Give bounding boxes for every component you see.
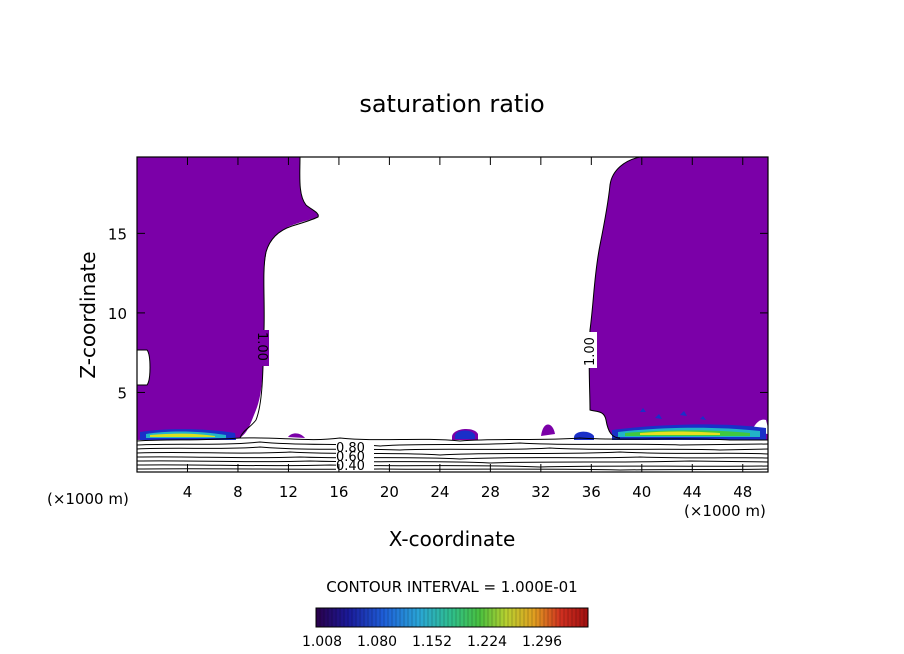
y-axis-label: Z-coordinate — [76, 251, 100, 378]
left-supersaturation-region — [137, 157, 319, 440]
contour-label: 0.80 — [336, 441, 365, 456]
contour-label: 1.00 — [254, 332, 269, 361]
colorbar-stripes — [319, 608, 585, 627]
x-tick-label: 28 — [481, 483, 500, 501]
x-tick-label: 40 — [632, 483, 651, 501]
colorbar-label: 1.296 — [522, 634, 562, 650]
y-tick-label: 5 — [117, 384, 127, 402]
x-tick-label: 48 — [733, 483, 752, 501]
contour-lines — [136, 156, 769, 471]
x-tick-label: 44 — [683, 483, 702, 501]
y-tick-label: 10 — [108, 305, 127, 323]
x-axis-label: X-coordinate — [389, 527, 516, 551]
colorbar-label: 1.008 — [302, 634, 342, 650]
y-tick-label: 15 — [108, 225, 127, 243]
plot-frame — [136, 156, 769, 473]
plot-area: 1.00 1.00 0.80 0.60 0.40 4 8 12 16 20 24 28 32 3… — [108, 156, 769, 501]
contour-interval-label: CONTOUR INTERVAL = 1.000E-01 — [326, 578, 577, 596]
x-unit-left: (×1000 m) — [47, 490, 129, 508]
x-tick-label: 24 — [430, 483, 449, 501]
x-tick-label: 32 — [531, 483, 550, 501]
x-unit-right: (×1000 m) — [684, 502, 766, 520]
contour-label: 1.00 — [583, 337, 598, 366]
x-tick-label: 8 — [233, 483, 243, 501]
x-tick-label: 36 — [582, 483, 601, 501]
chart-title: saturation ratio — [359, 90, 544, 118]
colorbar-label: 1.224 — [467, 634, 507, 650]
x-tick-label: 12 — [279, 483, 298, 501]
colorbar-label: 1.080 — [357, 634, 397, 650]
x-tick-label: 16 — [329, 483, 348, 501]
colorbar — [315, 607, 589, 628]
colorbar-label: 1.152 — [412, 634, 452, 650]
x-tick-label: 4 — [183, 483, 193, 501]
cloud-base-bands — [140, 408, 766, 440]
x-tick-label: 20 — [380, 483, 399, 501]
contour-label: 0.60 — [336, 450, 365, 465]
right-supersaturation-region — [589, 157, 768, 440]
colorbar-labels: 1.008 1.080 1.152 1.224 1.296 — [302, 634, 562, 650]
contour-labels: 1.00 1.00 0.80 0.60 0.40 — [254, 330, 598, 474]
contour-label: 0.40 — [336, 459, 365, 474]
